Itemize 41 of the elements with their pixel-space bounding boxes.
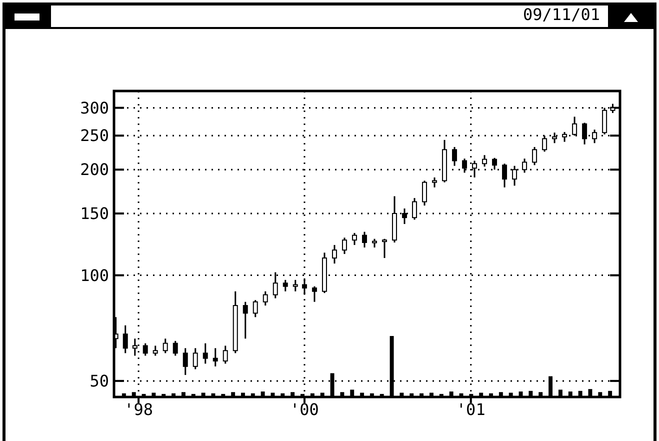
- candlestick: [182, 347, 188, 376]
- candlestick: [302, 278, 307, 296]
- candlestick: [292, 279, 298, 292]
- candlestick: [212, 347, 218, 368]
- candlestick: [592, 128, 598, 144]
- candlestick: [262, 290, 268, 306]
- candlestick: [162, 338, 168, 354]
- candlestick: [452, 146, 458, 167]
- candlestick: [312, 286, 317, 303]
- candlestick: [382, 238, 388, 259]
- y-tick-label: 50: [90, 371, 109, 390]
- candlestick: [532, 146, 538, 166]
- candlestick: [242, 301, 248, 340]
- y-tick-label: 150: [80, 204, 109, 223]
- candlestick: [122, 324, 128, 354]
- candlestick: [342, 236, 347, 255]
- y-tick-label: 100: [80, 266, 109, 285]
- candlestick: [432, 176, 438, 188]
- candlestick: [252, 299, 258, 318]
- candlestick: [222, 344, 228, 364]
- candlestick: [202, 342, 208, 364]
- y-tick-label: 300: [80, 98, 109, 118]
- candlestick: [352, 232, 357, 246]
- candlestick: [412, 197, 418, 220]
- candlestick: [282, 279, 288, 292]
- x-tick-label: '98: [124, 400, 154, 419]
- candlestick: [152, 344, 158, 356]
- x-tick-label: '00: [290, 400, 319, 419]
- y-tick-label: 200: [80, 160, 109, 180]
- candlestick: [142, 342, 148, 356]
- x-tick-label: '01: [456, 400, 486, 419]
- candlestick: [562, 131, 568, 143]
- candlestick: [482, 154, 488, 168]
- candlestick: [172, 340, 178, 356]
- candlestick: [192, 347, 198, 370]
- candlestick: [362, 231, 367, 248]
- y-tick-label: 250: [80, 126, 109, 146]
- candlestick: [422, 180, 428, 206]
- candlestick: [332, 244, 337, 264]
- chart-subtitle: 09/11/01: [522, 5, 600, 24]
- candlestick: [502, 162, 508, 188]
